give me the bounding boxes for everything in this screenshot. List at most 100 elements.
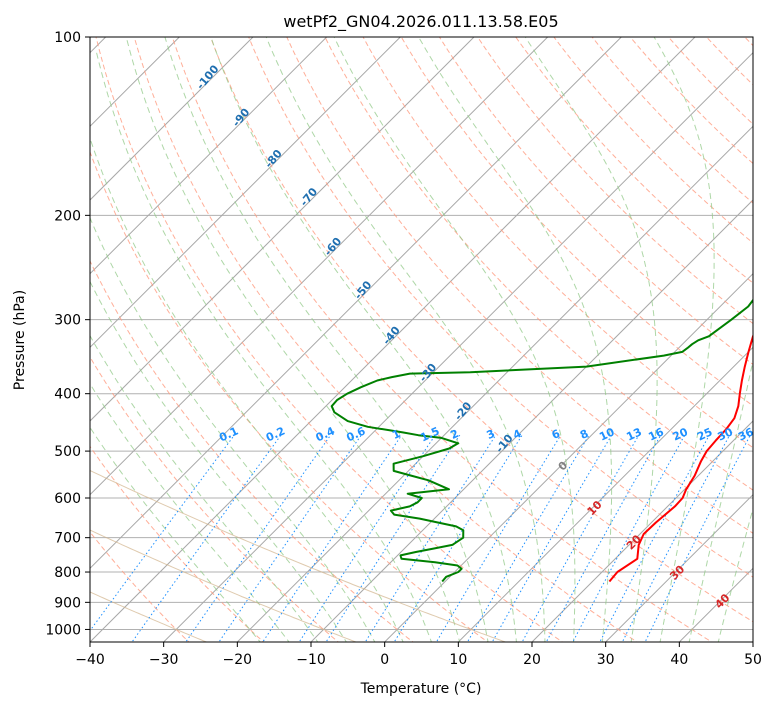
dry-adiabat-line	[286, 37, 753, 534]
y-tick-label: 600	[54, 491, 81, 507]
moist-adiabat-line	[524, 37, 658, 642]
dry-adiabat-label: -40	[380, 324, 403, 348]
moist-adiabat-line	[688, 358, 753, 642]
mixing-ratio-line	[325, 434, 461, 642]
dry-adiabat-label: -100	[194, 62, 222, 92]
mixing-ratio-line	[262, 434, 403, 642]
mixing-ratio-label: 0.4	[314, 424, 337, 444]
isotherm-line	[90, 37, 254, 201]
moist-adiabat-line	[717, 506, 753, 642]
isotherm-line	[752, 641, 753, 642]
dry-adiabat-line	[209, 37, 753, 623]
moist-adiabat-label: 40	[712, 591, 732, 611]
mixing-ratio-line	[545, 434, 662, 642]
isotherm-line	[90, 37, 328, 275]
mixing-ratio-line	[466, 434, 590, 642]
dry-adiabat-label: -70	[298, 185, 321, 209]
y-tick-label: 900	[54, 595, 81, 611]
isotherm-line	[163, 51, 753, 642]
dry-adiabat-line	[324, 37, 753, 491]
x-tick-label: 30	[597, 652, 615, 668]
moist-adiabat-line	[333, 37, 576, 642]
mixing-ratio-label: 8	[578, 427, 590, 442]
moist-adiabat-line	[90, 216, 376, 642]
isotherm-line	[90, 37, 696, 642]
x-tick-label: −20	[223, 652, 253, 668]
dry-adiabat-label: -30	[417, 361, 440, 385]
dry-adiabat-line	[90, 356, 340, 642]
y-tick-label: 300	[54, 313, 81, 329]
dry-adiabat-label: -50	[352, 278, 375, 302]
mixing-ratio-label: 0.2	[264, 424, 287, 444]
dry-adiabat-label: -20	[452, 399, 475, 423]
dry-adiabat-line	[629, 37, 753, 165]
moist-adiabat-line	[90, 426, 261, 642]
isotherm-line	[384, 272, 753, 642]
mixing-ratio-line	[621, 434, 731, 642]
isotherm-line	[90, 37, 622, 570]
x-tick-label: −40	[75, 652, 105, 668]
mixing-ratio-label: 30	[716, 425, 736, 443]
x-tick-label: −10	[296, 652, 326, 668]
dry-adiabat-line	[248, 37, 753, 578]
moist-adiabat-line	[265, 37, 546, 642]
dry-adiabat-line	[667, 37, 753, 125]
mixing-ratio-line	[393, 434, 523, 642]
isopleth-line	[90, 591, 208, 642]
x-axis-label: Temperature (°C)	[360, 681, 482, 697]
chart-series	[330, 298, 753, 583]
mixing-ratio-label: 16	[646, 425, 666, 443]
x-tick-label: 40	[670, 652, 688, 668]
isotherm-line	[678, 567, 753, 642]
y-tick-label: 700	[54, 531, 81, 547]
mixing-ratio-label: 2	[448, 427, 460, 442]
moist-adiabat-line	[90, 382, 290, 642]
dry-adiabat-line	[705, 37, 753, 86]
mixing-ratio-line	[572, 434, 686, 642]
mixing-ratio-line	[298, 434, 436, 642]
dry-adiabat-line	[438, 37, 753, 366]
mixing-ratio-line	[364, 434, 497, 642]
mixing-ratio-line	[599, 434, 710, 642]
mixing-ratio-label: 13	[624, 425, 643, 443]
moist-adiabat-line	[90, 136, 404, 642]
isotherm-line	[236, 125, 753, 642]
moist-adiabat-label: 30	[667, 563, 687, 583]
y-tick-label: 1000	[45, 622, 81, 638]
isopleth-line	[90, 529, 358, 642]
isopleth-line	[0, 24, 62, 645]
x-tick-label: 10	[449, 652, 467, 668]
dry-adiabat-line	[90, 259, 414, 642]
moist-adiabat-label: 20	[624, 532, 644, 552]
mixing-ratio-label: 36	[736, 425, 756, 443]
mixing-ratio-line	[521, 434, 640, 642]
dry-adiabat-line	[553, 37, 753, 244]
mixing-ratio-line	[90, 434, 235, 632]
y-tick-label: 800	[54, 565, 81, 581]
x-tick-label: 20	[523, 652, 541, 668]
isotherm-line	[310, 199, 753, 642]
moist-adiabat-line	[418, 37, 613, 642]
dry-adiabat-label: -90	[230, 106, 253, 130]
moist-adiabat-line	[653, 37, 715, 642]
mixing-ratio-line	[131, 434, 282, 642]
isotherm-line	[457, 346, 753, 642]
moist-adiabat-label: 0	[556, 458, 571, 473]
isotherm-line	[90, 37, 401, 349]
y-tick-label: 200	[54, 208, 81, 224]
dry-adiabat-line	[90, 531, 190, 642]
isotherm-line	[90, 37, 475, 422]
isotherm-line	[605, 493, 753, 642]
dry-adiabat-line	[171, 37, 713, 642]
chart-title: wetPf2_GN04.2026.011.13.58.E05	[283, 12, 558, 32]
temperature-profile-line	[608, 333, 753, 583]
dry-adiabat-label: -80	[262, 147, 285, 171]
mixing-ratio-line	[185, 434, 332, 642]
moist-adiabat-line	[210, 37, 518, 642]
x-tick-label: 50	[744, 652, 762, 668]
isotherm-line	[90, 37, 549, 496]
x-tick-label: −30	[149, 652, 179, 668]
mixing-ratio-line	[491, 434, 613, 642]
y-tick-label: 400	[54, 387, 81, 403]
